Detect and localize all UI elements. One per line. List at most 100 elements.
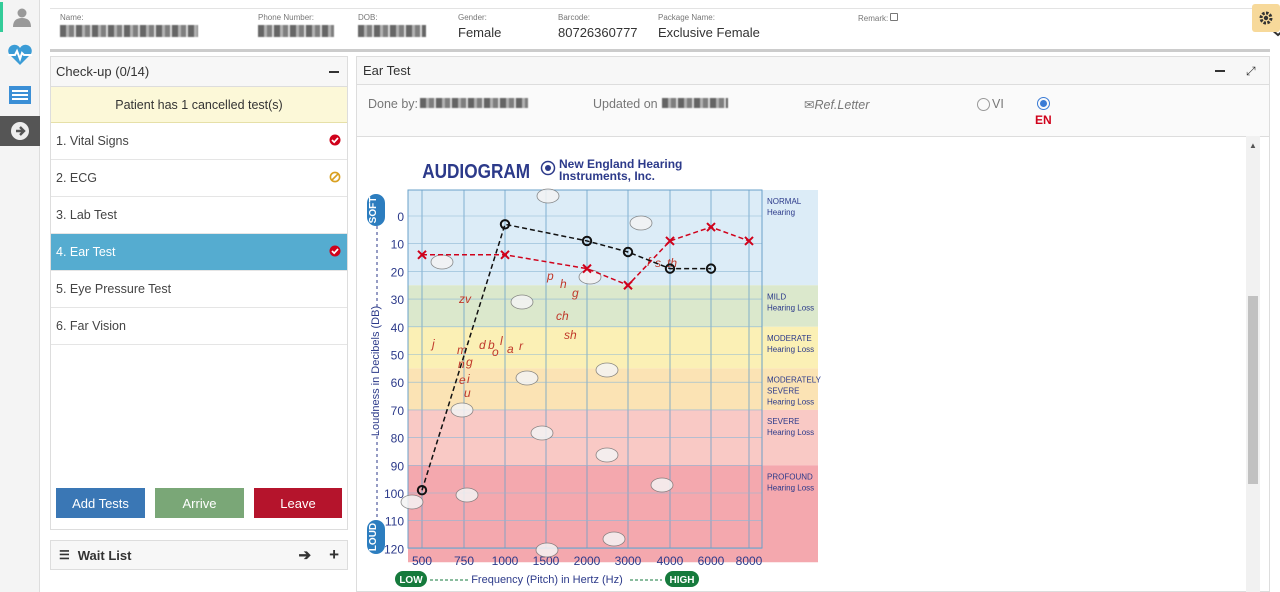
barcode-label: Barcode:: [558, 13, 591, 22]
sound-illustration-icon: [430, 254, 454, 270]
brand-line1: New England Hearing: [559, 157, 682, 171]
list-icon: ☰: [59, 548, 70, 562]
barcode-value: 80726360777: [558, 25, 638, 40]
y-tick-label: 10: [391, 238, 405, 252]
done-by-label: Done by:: [368, 97, 419, 111]
hearing-zone-band: [408, 326, 818, 369]
soft-badge: [367, 194, 385, 226]
package-value: Exclusive Female: [658, 25, 760, 40]
zone-label: PROFOUND: [767, 472, 813, 481]
x-tick-label: 1500: [533, 554, 560, 568]
y-tick-label: 80: [391, 432, 405, 446]
patient-icon[interactable]: [0, 2, 40, 32]
speech-sound-label: a: [507, 342, 514, 356]
checkup-item[interactable]: 6. Far Vision: [51, 308, 347, 345]
y-tick-label: 0: [397, 210, 404, 224]
sound-illustration-icon: [400, 494, 424, 510]
sound-illustration-icon: [535, 542, 559, 558]
add-tests-button[interactable]: Add Tests: [56, 488, 145, 518]
updated-on-label: Updated on: [593, 97, 658, 111]
next-arrow-icon[interactable]: [0, 116, 40, 146]
speech-sound-label: e: [459, 373, 466, 387]
y-tick-label: 120: [384, 542, 404, 556]
right-ear-o-mark: [705, 263, 717, 274]
plot-frame: [407, 189, 763, 549]
zone-label: Hearing Loss: [767, 303, 814, 312]
checkup-title: Check-up (0/14): [56, 64, 150, 79]
y-tick-label: 110: [385, 515, 404, 529]
package-label: Package Name:: [658, 13, 715, 22]
ref-letter-link[interactable]: ✉Ref.Letter: [804, 98, 870, 112]
cancelled-icon: [329, 171, 341, 186]
x-tick-label: 1000: [492, 554, 519, 568]
audiogram-scrollbar[interactable]: ▲: [1246, 136, 1260, 592]
phone-value-redacted: [258, 25, 334, 37]
checkup-item[interactable]: 3. Lab Test: [51, 197, 347, 234]
sound-illustration-icon: [510, 294, 534, 310]
x-axis-title: Frequency (Pitch) in Hertz (Hz): [471, 574, 623, 586]
done-check-icon: [329, 134, 341, 149]
minimize-panel-icon[interactable]: [1215, 70, 1225, 72]
checkup-item[interactable]: 4. Ear Test: [51, 234, 347, 271]
x-tick-label: 750: [454, 554, 474, 568]
checkup-item[interactable]: 2. ECG: [51, 160, 347, 197]
done-check-icon: [329, 245, 341, 260]
sound-illustration-icon: [536, 188, 560, 204]
speech-sound-label: r: [519, 339, 524, 353]
speech-sound-label: s: [655, 256, 661, 270]
minimize-checkup-icon[interactable]: [329, 70, 339, 73]
zone-label: MODERATELY: [767, 375, 822, 384]
y-tick-label: 100: [384, 487, 404, 501]
high-label: HIGH: [670, 575, 695, 586]
patient-header: Name: Phone Number: DOB: Gender: Female B…: [50, 8, 1280, 52]
lang-en-radio[interactable]: [1037, 97, 1050, 110]
wait-list-bar[interactable]: ☰ Wait List ➔ +: [50, 540, 348, 570]
x-tick-label: 2000: [574, 554, 601, 568]
scrollbar-thumb[interactable]: [1248, 296, 1258, 484]
dob-value-redacted: [358, 25, 426, 37]
speech-sound-label: o: [492, 345, 499, 359]
list-icon[interactable]: [0, 80, 40, 110]
left-ear-x-mark: [706, 222, 716, 232]
y-axis-title: Loudness in Decibels (DB): [370, 306, 382, 436]
speech-sound-label: b: [488, 338, 495, 352]
add-wait-icon[interactable]: +: [329, 545, 339, 564]
y-tick-label: 60: [391, 376, 405, 390]
name-label: Name:: [60, 13, 84, 22]
vitals-heart-icon[interactable]: [0, 40, 40, 70]
remark-edit-icon[interactable]: [890, 13, 899, 21]
checkup-item[interactable]: 5. Eye Pressure Test: [51, 271, 347, 308]
scroll-up-icon[interactable]: ▲: [1249, 141, 1257, 150]
audiogram: NORMAL Hearing MILD Hearing Loss MODERATE Hea…: [367, 157, 822, 587]
zone-label: Hearing Loss: [767, 428, 814, 437]
updated-on-value-redacted: [662, 98, 728, 108]
app-sidebar: [0, 0, 40, 592]
sound-illustration-icon: [515, 370, 539, 386]
loud-label: LOUD: [368, 523, 379, 551]
arrive-button[interactable]: Arrive: [155, 488, 244, 518]
dob-label: DOB:: [358, 13, 378, 22]
low-label: LOW: [399, 575, 423, 586]
checkup-item-label: 6. Far Vision: [56, 319, 126, 333]
left-ear-x-mark: [417, 250, 427, 260]
zone-label: MILD: [767, 292, 786, 301]
speech-sound-label: j: [430, 337, 435, 351]
zone-label: Hearing: [767, 208, 795, 217]
brand-logo-icon: [540, 160, 556, 176]
settings-gear-icon[interactable]: [1252, 4, 1280, 32]
done-by-value-redacted: [420, 98, 528, 108]
expand-icon[interactable]: ⤢: [1246, 64, 1256, 78]
arrow-right-icon[interactable]: ➔: [298, 547, 312, 564]
y-tick-label: 30: [391, 293, 405, 307]
left-ear-x-mark: [623, 280, 633, 290]
y-tick-label: 90: [391, 459, 405, 473]
checkup-item[interactable]: 1. Vital Signs: [51, 123, 347, 160]
loud-badge: [367, 520, 385, 554]
lang-vi-radio[interactable]: VI: [977, 97, 1004, 111]
speech-sound-label: l: [500, 334, 503, 348]
leave-button[interactable]: Leave: [254, 488, 342, 518]
sound-illustration-icon: [650, 477, 674, 493]
zone-label: MODERATE: [767, 334, 812, 343]
zone-label: SEVERE: [767, 417, 799, 426]
y-tick-label: 40: [391, 321, 405, 335]
